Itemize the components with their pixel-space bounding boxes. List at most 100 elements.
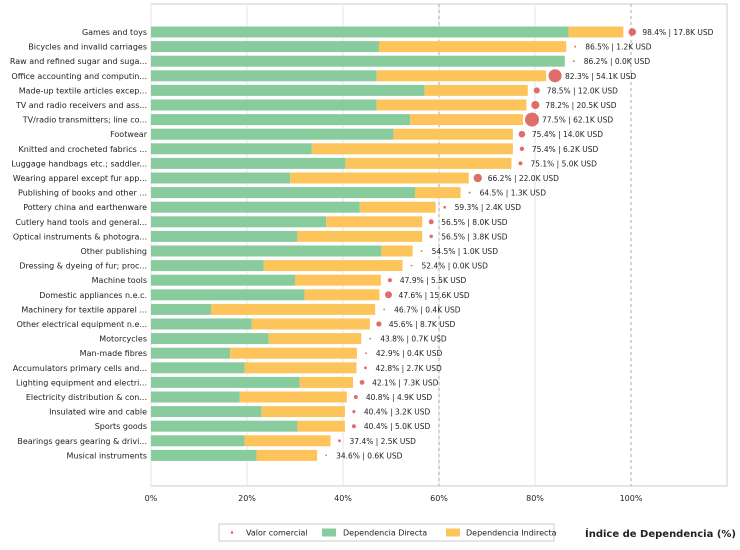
- bar-direct: [151, 41, 379, 53]
- bar-indirect: [376, 99, 527, 111]
- x-tick-label: 20%: [238, 494, 256, 503]
- bar-indirect: [393, 128, 513, 140]
- bar-indirect: [311, 143, 513, 155]
- category-label: TV/radio transmitters; line co...: [22, 116, 147, 125]
- trade-value-marker: [363, 366, 367, 370]
- bar-row: Cutlery hand tools and general... 56.5% |…: [15, 216, 508, 228]
- bar-indirect: [379, 41, 567, 53]
- bar-direct: [151, 26, 569, 38]
- trade-value-marker: [574, 45, 577, 48]
- category-label: Cutlery hand tools and general...: [15, 218, 147, 227]
- trade-value-marker: [548, 69, 562, 83]
- legend-label-direct: Dependencia Directa: [343, 529, 427, 538]
- bar-row: Machine tools 47.9% | 5.5K USD: [92, 274, 467, 286]
- category-label: Raw and refined sugar and suga...: [10, 57, 147, 66]
- data-label: 66.2% | 22.0K USD: [488, 174, 559, 183]
- bar-row: Other electrical equipment n.e... 45.6% |…: [17, 318, 456, 330]
- trade-value-marker: [572, 60, 575, 63]
- bar-direct: [151, 347, 231, 359]
- x-axis-title: Índice de Dependencia (%): [585, 527, 736, 540]
- bar-direct: [151, 260, 264, 272]
- bar-row: Footwear 75.4% | 14.0K USD: [110, 128, 603, 140]
- bar-row: Games and toys 98.4% | 17.8K USD: [82, 26, 714, 38]
- trade-value-marker: [352, 410, 356, 414]
- bar-row: Raw and refined sugar and suga... 86.2% |…: [10, 55, 650, 67]
- bar-indirect: [297, 420, 345, 432]
- category-label: Optical instruments & photogra...: [13, 232, 147, 241]
- bar-direct: [151, 362, 245, 374]
- trade-value-marker: [429, 234, 433, 239]
- data-label: 40.4% | 3.2K USD: [364, 408, 431, 417]
- data-label: 77.5% | 62.1K USD: [542, 116, 613, 125]
- bar-row: TV and radio receivers and ass... 78.2% |…: [15, 99, 617, 111]
- bar-indirect: [297, 230, 423, 242]
- trade-value-marker: [473, 173, 482, 183]
- trade-value-marker: [518, 130, 526, 138]
- data-label: 75.4% | 14.0K USD: [532, 130, 603, 139]
- data-label: 40.8% | 4.9K USD: [366, 393, 433, 402]
- bar-row: Machinery for textile apparel ... 46.7% |…: [21, 303, 461, 315]
- data-label: 47.9% | 5.5K USD: [400, 276, 467, 285]
- data-label: 40.4% | 5.0K USD: [364, 422, 431, 431]
- data-label: 52.4% | 0.0K USD: [422, 262, 489, 271]
- data-label: 56.5% | 8.0K USD: [441, 218, 508, 227]
- bar-indirect: [381, 245, 413, 257]
- bar-direct: [151, 449, 257, 461]
- bar-row: Luggage handbags etc.; saddler... 75.1% |…: [11, 157, 597, 169]
- category-label: Man-made fibres: [80, 349, 147, 358]
- bar-indirect: [211, 303, 376, 315]
- category-label: Domestic appliances n.e.c.: [39, 291, 147, 300]
- bar-row: Accumulators primary cells and... 42.8% |…: [13, 362, 442, 374]
- bar-direct: [151, 435, 245, 447]
- bar-row: Bicycles and invalid carriages 86.5% | 1.…: [28, 41, 652, 53]
- legend-box: [218, 523, 555, 542]
- bar-indirect: [304, 289, 380, 301]
- category-label: Knitted and crocheted fabrics ...: [19, 145, 147, 154]
- bar-row: Dressing & dyeing of fur; proc... 52.4% |…: [19, 260, 489, 272]
- category-label: TV and radio receivers and ass...: [15, 101, 147, 110]
- data-label: 98.4% | 17.8K USD: [642, 28, 713, 37]
- trade-value-marker: [443, 205, 447, 209]
- bar-indirect: [295, 274, 381, 286]
- category-label: Dressing & dyeing of fur; proc...: [19, 262, 147, 271]
- data-label: 59.3% | 2.4K USD: [455, 203, 522, 212]
- data-label: 42.9% | 0.4K USD: [376, 349, 443, 358]
- trade-value-marker: [468, 191, 471, 194]
- x-tick-label: 40%: [334, 494, 352, 503]
- bar-indirect: [424, 84, 528, 96]
- category-label: Bicycles and invalid carriages: [28, 43, 147, 52]
- trade-value-marker: [325, 454, 327, 457]
- bar-row: Domestic appliances n.e.c. 47.6% | 15.6K …: [39, 289, 470, 301]
- x-tick-label: 0%: [145, 494, 158, 503]
- category-label: Wearing apparel except fur app...: [13, 174, 147, 183]
- bar-direct: [151, 157, 346, 169]
- legend-label-trade: Valor comercial: [246, 529, 308, 538]
- trade-value-marker: [383, 308, 386, 311]
- bar-row: Man-made fibres 42.9% | 0.4K USD: [80, 347, 443, 359]
- bar-row: Motorcycles 43.8% | 0.7K USD: [99, 333, 447, 345]
- bar-direct: [151, 114, 411, 126]
- category-label: Other electrical equipment n.e...: [17, 320, 147, 329]
- trade-value-marker: [369, 337, 372, 340]
- bar-indirect: [251, 318, 370, 330]
- bar-indirect: [299, 376, 354, 388]
- bar-direct: [151, 376, 300, 388]
- bar-indirect: [261, 406, 345, 418]
- bar-direct: [151, 143, 312, 155]
- category-label: Publishing of books and other ...: [18, 189, 147, 198]
- trade-value-marker: [353, 395, 358, 399]
- bar-indirect: [230, 347, 357, 359]
- data-label: 78.5% | 12.0K USD: [547, 86, 618, 95]
- data-label: 82.3% | 54.1K USD: [565, 72, 636, 81]
- category-label: Bearings gears gearing & drivi...: [17, 437, 147, 446]
- bar-direct: [151, 84, 425, 96]
- category-label: Machine tools: [92, 276, 147, 285]
- trade-value-marker: [359, 379, 365, 385]
- trade-value-marker: [628, 28, 637, 36]
- bar-direct: [151, 172, 291, 184]
- data-label: 45.6% | 8.7K USD: [389, 320, 456, 329]
- bar-indirect: [359, 201, 436, 213]
- bar-direct: [151, 406, 262, 418]
- bar-row: Electricity distribution & con... 40.8% |…: [26, 391, 433, 403]
